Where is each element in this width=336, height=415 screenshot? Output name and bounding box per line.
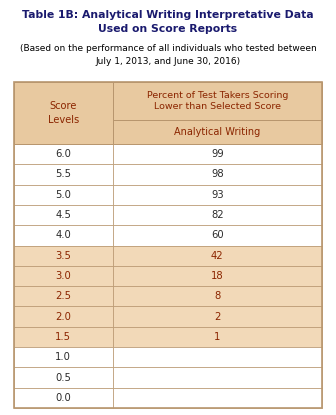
Bar (113, 367, 322, 388)
Text: 1.0: 1.0 (55, 352, 71, 362)
Bar (14, 388, 113, 408)
Bar (14, 120, 113, 144)
Text: 3.5: 3.5 (55, 251, 71, 261)
Text: 8: 8 (214, 291, 220, 301)
Bar (14, 246, 113, 266)
Bar (113, 286, 322, 306)
Bar (14, 164, 113, 185)
Text: 18: 18 (211, 271, 223, 281)
Bar (14, 347, 113, 367)
Text: 3.0: 3.0 (55, 271, 71, 281)
Text: 4.0: 4.0 (55, 230, 71, 240)
Text: 98: 98 (211, 169, 223, 179)
Text: (Based on the performance of all individuals who tested between
July 1, 2013, an: (Based on the performance of all individ… (19, 44, 317, 66)
Bar (113, 120, 322, 144)
Text: 60: 60 (211, 230, 223, 240)
Bar (113, 144, 322, 164)
Bar (113, 266, 322, 286)
Text: 1: 1 (214, 332, 220, 342)
Bar (113, 225, 322, 246)
Bar (113, 306, 322, 327)
Text: 42: 42 (211, 251, 223, 261)
Text: 1.5: 1.5 (55, 332, 71, 342)
Text: 6.0: 6.0 (55, 149, 71, 159)
Text: Percent of Test Takers Scoring
Lower than Selected Score: Percent of Test Takers Scoring Lower tha… (146, 90, 288, 111)
Bar (14, 327, 113, 347)
Text: 5.0: 5.0 (55, 190, 71, 200)
Bar (14, 286, 113, 306)
Text: 99: 99 (211, 149, 224, 159)
Bar (113, 164, 322, 185)
Bar (14, 82, 322, 408)
Bar (14, 82, 113, 120)
Text: Score
Levels: Score Levels (48, 101, 79, 125)
Bar (14, 266, 113, 286)
Text: 5.5: 5.5 (55, 169, 71, 179)
Text: Table 1B: Analytical Writing Interpretative Data
Used on Score Reports: Table 1B: Analytical Writing Interpretat… (22, 10, 314, 34)
Text: 2: 2 (214, 312, 220, 322)
Text: 93: 93 (211, 190, 223, 200)
Text: 82: 82 (211, 210, 223, 220)
Bar (113, 388, 322, 408)
Bar (14, 205, 113, 225)
Bar (14, 367, 113, 388)
Text: 2.5: 2.5 (55, 291, 71, 301)
Bar (113, 82, 322, 120)
Bar (14, 82, 113, 144)
Text: 0.0: 0.0 (55, 393, 71, 403)
Bar (14, 225, 113, 246)
Bar (14, 144, 113, 164)
Bar (113, 327, 322, 347)
Text: Analytical Writing: Analytical Writing (174, 127, 260, 137)
Bar (14, 185, 113, 205)
Bar (14, 306, 113, 327)
Bar (113, 185, 322, 205)
Bar (113, 246, 322, 266)
Text: 4.5: 4.5 (55, 210, 71, 220)
Bar (113, 347, 322, 367)
Bar (113, 205, 322, 225)
Text: 2.0: 2.0 (55, 312, 71, 322)
Text: 0.5: 0.5 (55, 373, 71, 383)
